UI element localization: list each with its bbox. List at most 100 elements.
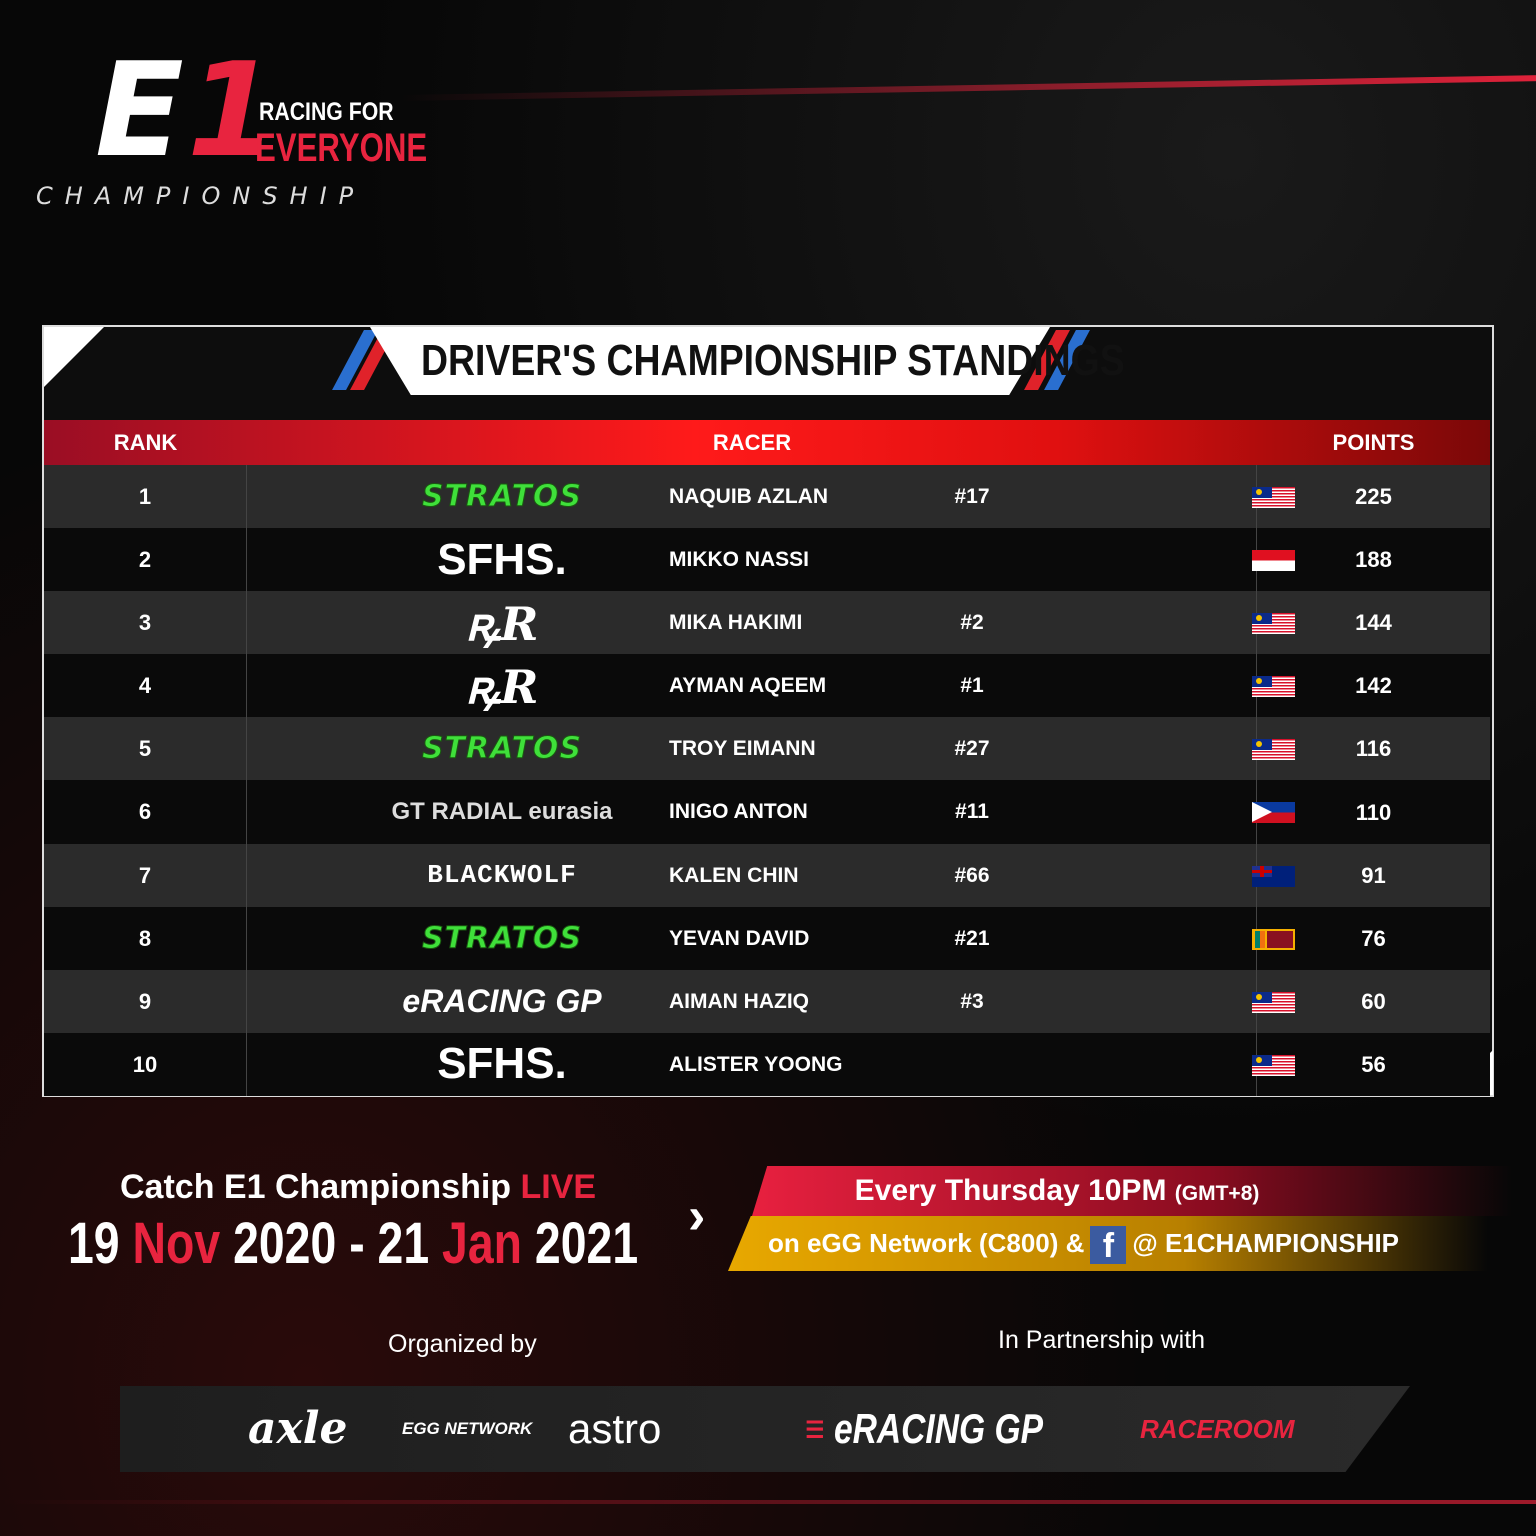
racer-cell: ꝶR MIKA HAKIMI #2: [247, 591, 1295, 655]
team-logo: STRATOS: [421, 731, 583, 767]
table-header: RANK RACER POINTS: [44, 420, 1490, 465]
sponsor-axle-logo: axle: [248, 1403, 348, 1454]
points-cell: 60: [1361, 988, 1386, 1014]
points-cell: 225: [1355, 484, 1392, 510]
points-cell: 110: [1355, 799, 1392, 825]
racer-cell: STRATOS YEVAN DAVID #21: [247, 906, 1295, 970]
chevron-right-icon: ›: [688, 1187, 706, 1245]
channel-text: on eGG Network (C800) &: [768, 1228, 1085, 1258]
facebook-handle[interactable]: @ E1CHAMPIONSHIP: [1132, 1228, 1400, 1258]
channel-band: on eGG Network (C800) & f @ E1CHAMPIONSHIP: [728, 1216, 1488, 1271]
team-logo: STRATOS: [421, 479, 583, 515]
rank-cell: 9: [44, 969, 247, 1033]
rank-cell: 2: [44, 528, 247, 592]
points-cell: 76: [1361, 925, 1386, 951]
title-band: [370, 327, 1050, 395]
rank-cell: 8: [44, 906, 247, 970]
racer-cell: GT RADIAL eurasia INIGO ANTON #11: [247, 780, 1295, 844]
sponsor-egg-logo: EGG NETWORK: [402, 1419, 533, 1438]
points-cell: 144: [1355, 610, 1392, 636]
brand-subtitle: CHAMPIONSHIP: [36, 182, 366, 210]
points-cell: 116: [1355, 736, 1392, 762]
car-number: #11: [955, 800, 989, 824]
team-logo: BLACKWOLF: [427, 860, 577, 891]
schedule-band: Every Thursday 10PM (GMT+8): [752, 1166, 1512, 1216]
decor-streak: [0, 1500, 1536, 1504]
start-year-end-day: 2020 - 21: [233, 1211, 430, 1276]
table-row: 8 STRATOS YEVAN DAVID #21 76: [44, 906, 1490, 970]
logo-e: E: [95, 34, 184, 186]
corner-decor: [44, 327, 104, 387]
table-row: 4 ꝶR AYMAN AQEEM #1 142: [44, 654, 1490, 718]
car-number: #27: [954, 737, 990, 761]
racer-name: MIKKO NASSI: [669, 548, 810, 572]
racer-name: MIKA HAKIMI: [669, 611, 803, 635]
points-cell: 142: [1355, 673, 1392, 699]
racer-cell: STRATOS TROY EIMANN #27: [247, 717, 1295, 781]
tagline-bottom: EVERYONE: [255, 126, 428, 170]
schedule-text: Every Thursday 10PM: [854, 1174, 1167, 1207]
date-range: 19 Nov 2020 - 21 Jan 2021: [68, 1210, 638, 1277]
start-day: 19: [68, 1211, 120, 1276]
racer-name: YEVAN DAVID: [669, 926, 810, 950]
table-row: 1 STRATOS NAQUIB AZLAN #17 225: [44, 465, 1490, 529]
points-cell: 56: [1361, 1051, 1386, 1077]
facebook-icon: f: [1090, 1226, 1127, 1265]
header-racer: RACER: [712, 430, 792, 455]
racer-cell: SFHS. MIKKO NASSI: [247, 528, 1295, 592]
partner-eracing-text: eRACING GP: [833, 1405, 1044, 1452]
flag-malaysia-icon: [1252, 613, 1295, 635]
points-cell: 188: [1355, 547, 1392, 573]
table-row: 2 SFHS. MIKKO NASSI 188: [44, 528, 1490, 592]
racer-cell: SFHS. ALISTER YOONG: [247, 1032, 1295, 1096]
team-logo: eRACING GP: [402, 982, 602, 1019]
partnership-label: In Partnership with: [998, 1326, 1206, 1354]
car-number: #66: [954, 863, 990, 887]
table-row: 9 eRACING GP AIMAN HAZIQ #3 60: [44, 969, 1490, 1033]
start-month: Nov: [132, 1211, 221, 1276]
header-rank: RANK: [113, 430, 178, 455]
flag-malaysia-icon: [1252, 739, 1295, 761]
car-number: #21: [954, 926, 990, 950]
racer-name: KALEN CHIN: [669, 863, 799, 887]
car-number: #17: [954, 485, 990, 508]
sponsor-band: [120, 1386, 1410, 1472]
racer-cell: BLACKWOLF KALEN CHIN #66: [247, 843, 1295, 907]
racer-name: NAQUIB AZLAN: [669, 485, 829, 508]
rank-cell: 10: [44, 1032, 247, 1096]
partner-raceroom-logo: RACEROOM: [1140, 1414, 1295, 1444]
rank-cell: 6: [44, 780, 247, 844]
rank-cell: 4: [44, 654, 247, 718]
table-row: 5 STRATOS TROY EIMANN #27 116: [44, 717, 1490, 781]
team-logo: ꝶR: [465, 659, 539, 714]
logo-one: 1: [187, 34, 278, 186]
table-row: 7 BLACKWOLF KALEN CHIN #66 91: [44, 843, 1490, 907]
header-points: POINTS: [1332, 430, 1415, 455]
eracing-stripes-icon: ≡: [805, 1405, 825, 1452]
car-number: #1: [960, 674, 984, 698]
points-cell: 91: [1361, 862, 1386, 888]
flag-australia-icon: [1252, 865, 1295, 887]
racer-cell: ꝶR AYMAN AQEEM #1: [247, 654, 1295, 718]
catch-live-text: Catch E1 Championship LIVE: [120, 1168, 596, 1207]
flag-philippines-icon: [1252, 802, 1295, 824]
rank-cell: 3: [44, 591, 247, 655]
timezone: (GMT+8): [1174, 1182, 1260, 1205]
rank-cell: 5: [44, 717, 247, 781]
end-month: Jan: [442, 1211, 523, 1276]
team-logo: ꝶR: [465, 596, 539, 651]
rank-cell: 1: [44, 465, 247, 529]
table-row: 10 SFHS. ALISTER YOONG 56: [44, 1032, 1490, 1096]
team-logo: SFHS.: [437, 1039, 567, 1089]
flag-singapore-icon: [1252, 550, 1295, 572]
flag-malaysia-icon: [1252, 676, 1295, 698]
table-row: 6 GT RADIAL eurasia INIGO ANTON #11 110: [44, 780, 1490, 844]
racer-name: AYMAN AQEEM: [669, 674, 827, 698]
team-logo: STRATOS: [421, 920, 583, 956]
racer-name: TROY EIMANN: [669, 737, 816, 761]
racer-cell: eRACING GP AIMAN HAZIQ #3: [247, 969, 1295, 1033]
organized-by-label: Organized by: [388, 1330, 537, 1358]
flag-sri-lanka-icon: [1252, 928, 1295, 950]
tagline-top: RACING FOR: [259, 98, 394, 126]
